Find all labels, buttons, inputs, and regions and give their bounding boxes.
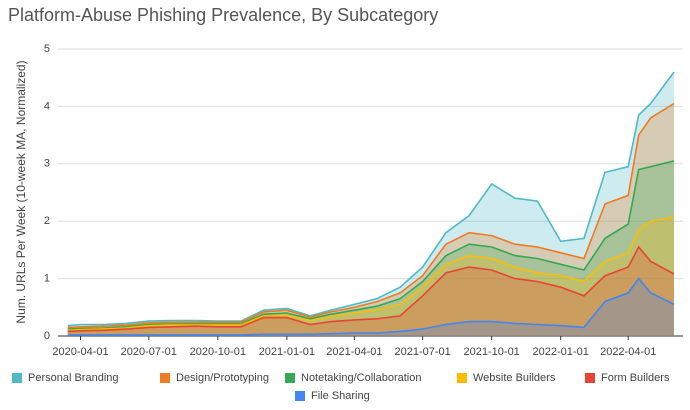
- legend-label: Website Builders: [473, 372, 556, 384]
- legend-swatch: [12, 373, 22, 383]
- line: [67, 277, 675, 336]
- legend-label: Design/Prototyping: [176, 372, 269, 384]
- legend-swatch: [457, 373, 467, 383]
- x-tick-label: 2021-04-01: [326, 346, 382, 358]
- y-tick-label: 3: [44, 158, 50, 170]
- chart-title: Platform-Abuse Phishing Prevalence, By S…: [8, 5, 438, 25]
- area: [67, 217, 675, 336]
- legend-label: Personal Branding: [28, 372, 119, 384]
- area: [67, 247, 675, 336]
- y-tick-label: 5: [44, 43, 50, 55]
- x-tick-label: 2021-01-01: [259, 346, 315, 358]
- y-axis-label: Num. URLs Per Week (10-week MA, Normaliz…: [14, 60, 28, 323]
- legend-swatch: [295, 391, 305, 401]
- area: [67, 103, 675, 336]
- legend-swatch: [160, 373, 170, 383]
- x-tick-label: 2020-07-01: [121, 346, 177, 358]
- y-tick-label: 2: [44, 215, 50, 227]
- x-tick-label: 2020-10-01: [190, 346, 246, 358]
- legend-swatch: [285, 373, 295, 383]
- line: [67, 102, 675, 329]
- line: [67, 160, 675, 330]
- legend-swatch: [585, 373, 595, 383]
- x-tick-label: 2020-04-01: [52, 346, 108, 358]
- line: [67, 245, 675, 333]
- line: [67, 216, 675, 332]
- y-tick-label: 4: [44, 100, 50, 112]
- y-tick-label: 1: [44, 273, 50, 285]
- area: [67, 72, 675, 336]
- x-tick-label: 2022-04-01: [600, 346, 656, 358]
- x-tick-label: 2021-07-01: [395, 346, 451, 358]
- area: [67, 278, 675, 336]
- x-tick-label: 2022-01-01: [533, 346, 589, 358]
- legend-label: File Sharing: [311, 390, 370, 402]
- area: [67, 160, 675, 336]
- legend-label: Notetaking/Collaboration: [301, 372, 421, 384]
- legend-label: Form Builders: [601, 372, 670, 384]
- x-tick-label: 2021-10-01: [464, 346, 520, 358]
- y-tick-label: 0: [44, 330, 50, 342]
- line: [67, 71, 675, 327]
